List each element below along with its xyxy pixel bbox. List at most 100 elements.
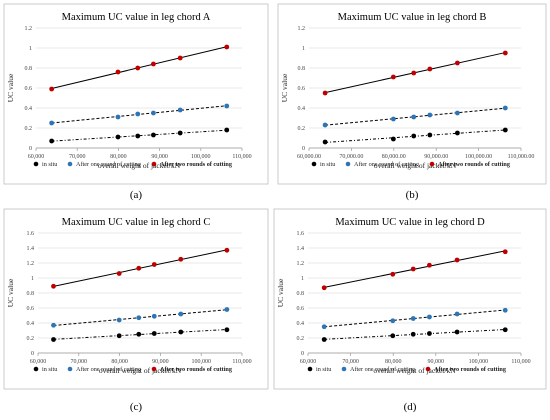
data-point (502, 50, 508, 56)
y-tick-label: 0.6 (25, 86, 33, 92)
data-point (454, 257, 460, 263)
legend-label: After two rounds of cutting (434, 366, 507, 373)
legend-label: After two rounds of cutting (160, 161, 233, 168)
legend-label: After one round of cutting (354, 161, 419, 168)
data-point (502, 249, 508, 255)
x-tick-label: 110,000 (232, 154, 251, 160)
panel-frame-a (3, 3, 269, 185)
y-tick-label: 1.4 (297, 246, 305, 252)
data-point (427, 66, 433, 72)
data-point (151, 132, 156, 138)
legend-marker (67, 161, 73, 167)
legend-marker (429, 161, 435, 167)
panel-frame-b (277, 3, 547, 185)
x-tick-label: 90,000 (428, 359, 445, 365)
data-point (136, 315, 142, 321)
data-point (115, 114, 121, 120)
data-point (51, 283, 56, 289)
data-point (321, 285, 327, 291)
x-tick-label: 110,000 (232, 359, 251, 365)
x-tick-label: 80,000.00 (382, 154, 406, 160)
y-tick-label: 0.4 (297, 321, 305, 327)
data-point (178, 311, 184, 317)
data-point (390, 136, 396, 142)
y-tick-label: 1.6 (297, 231, 305, 237)
data-point (455, 60, 460, 66)
y-tick-label: 0.4 (298, 106, 306, 112)
legend-marker (67, 366, 73, 372)
data-point (177, 130, 183, 136)
data-point (427, 331, 432, 336)
y-tick-label: 1 (302, 46, 305, 52)
data-point (410, 331, 416, 337)
panel-frame-d (273, 208, 547, 390)
legend-marker (151, 366, 157, 372)
x-axis-label-c: overall weight of jacket/kN (99, 366, 182, 375)
legend-label: in situ (316, 366, 331, 373)
data-point (136, 331, 142, 337)
y-tick-label: 1.2 (25, 26, 33, 32)
x-tick-label: 90,000 (152, 359, 169, 365)
data-point (178, 256, 184, 262)
data-point (178, 329, 184, 335)
y-axis-label-a: UC value (6, 73, 15, 102)
x-tick-label: 100,000.00 (465, 154, 492, 160)
legend-label: After two rounds of cutting (438, 161, 511, 168)
data-point (454, 311, 460, 317)
legend-label: in situ (42, 161, 57, 168)
y-axis-label-d: UC value (276, 278, 285, 307)
y-tick-label: 0 (31, 351, 34, 357)
data-point (224, 247, 230, 253)
x-tick-label: 100,000 (469, 359, 489, 365)
y-tick-label: 1.2 (27, 261, 35, 267)
y-tick-label: 0.6 (298, 86, 306, 92)
data-point (49, 120, 55, 126)
legend-marker (33, 366, 39, 372)
data-point (502, 307, 508, 313)
data-point (177, 55, 183, 61)
chart-panel-a: Maximum UC value in leg chord A 0 0.2 0.4 0.… (3, 3, 269, 201)
data-point (390, 116, 396, 122)
data-point (51, 337, 56, 342)
data-point (410, 266, 416, 272)
legend-marker (311, 161, 317, 167)
panel-caption-d: (d) (404, 401, 417, 413)
legend-label: After two rounds of cutting (160, 366, 233, 373)
y-tick-label: 0.4 (27, 321, 35, 327)
data-point (224, 127, 230, 133)
data-point (427, 262, 432, 268)
data-point (502, 127, 508, 133)
y-tick-label: 0.8 (27, 291, 35, 297)
x-tick-label: 70,000 (71, 359, 88, 365)
chart-title-b: Maximum UC value in leg chord B (338, 12, 487, 23)
legend-label: After one round of cutting (76, 161, 141, 168)
data-point (322, 139, 328, 145)
data-point (224, 103, 230, 109)
x-tick-label: 100,000 (191, 359, 211, 365)
data-point (116, 333, 122, 339)
y-tick-label: 0.8 (25, 66, 33, 72)
x-tick-label: 60,000.00 (297, 154, 321, 160)
y-tick-label: 0.8 (297, 291, 305, 297)
data-point (410, 316, 416, 321)
x-tick-label: 100,000 (191, 154, 211, 160)
data-point (321, 337, 327, 342)
data-point (116, 317, 122, 323)
panel-caption-b: (b) (406, 189, 419, 201)
data-point (151, 331, 157, 336)
data-point (115, 69, 121, 75)
x-tick-label: 60,000 (28, 154, 45, 160)
data-point (455, 110, 460, 116)
data-point (49, 86, 55, 92)
data-point (390, 271, 396, 277)
y-axis-label-c: UC value (6, 278, 15, 307)
legend-label: in situ (320, 161, 335, 168)
y-tick-label: 0 (301, 351, 304, 357)
legend-label: After one round of cutting (350, 366, 415, 373)
data-point (136, 265, 142, 271)
panel-caption-a: (a) (130, 189, 143, 201)
y-tick-label: 0 (302, 146, 305, 152)
chart-panel-c: Maximum UC value in leg chord C 0 0.2 0.4 0.… (3, 208, 269, 413)
legend-marker (345, 161, 351, 167)
